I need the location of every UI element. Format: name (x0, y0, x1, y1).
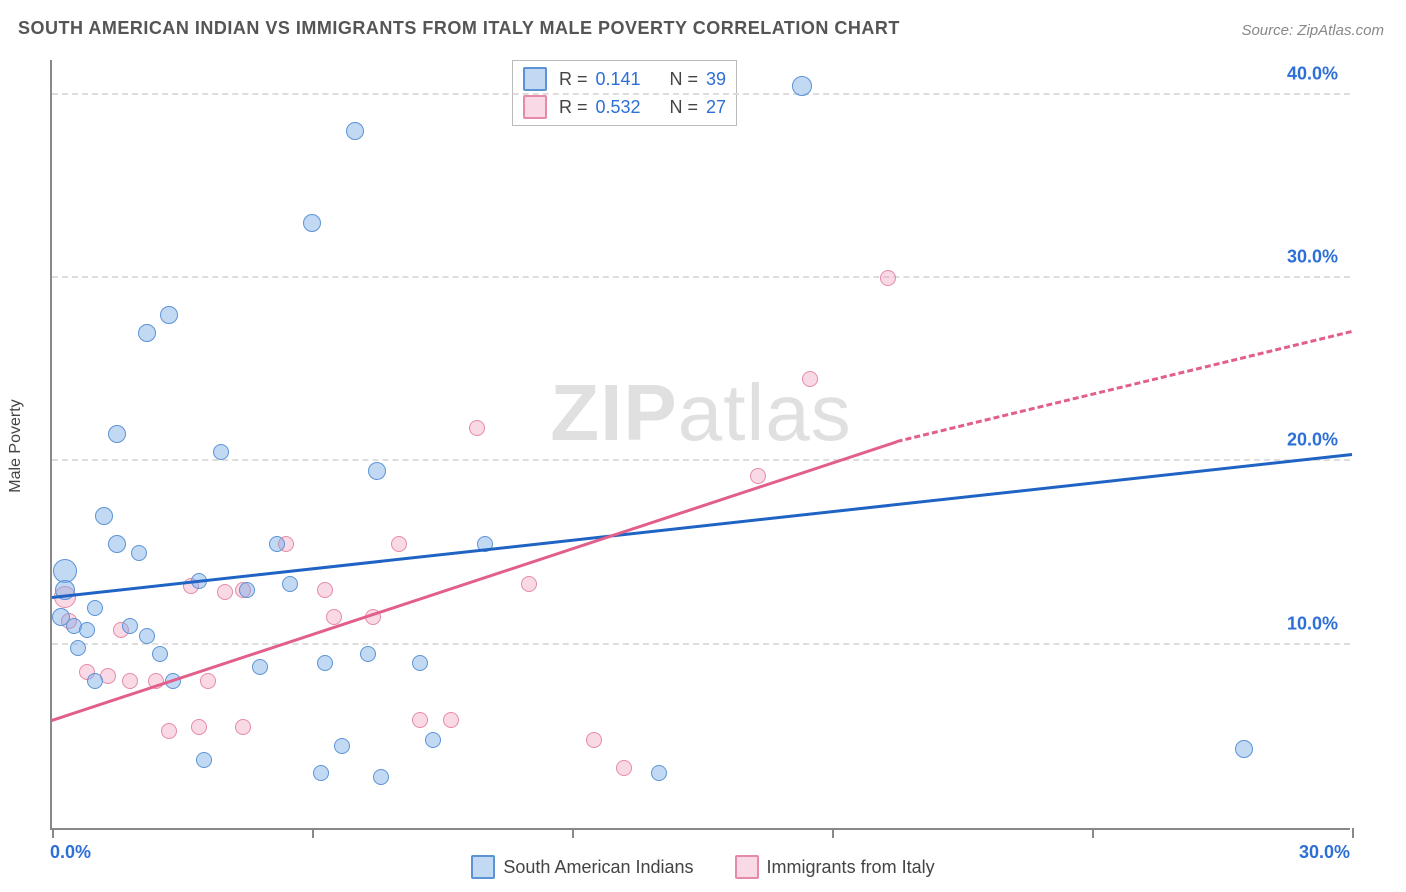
r-label: R = (559, 69, 588, 90)
gridline (52, 93, 1350, 95)
legend-item-2: Immigrants from Italy (735, 855, 935, 879)
scatter-point-blue (313, 765, 329, 781)
n-label: N = (670, 69, 699, 90)
gridline (52, 643, 1350, 645)
scatter-point-blue (317, 655, 333, 671)
n-label: N = (670, 97, 699, 118)
scatter-point-blue (138, 324, 156, 342)
scatter-point-blue (239, 582, 255, 598)
gridline (52, 276, 1350, 278)
scatter-point-pink (469, 420, 485, 436)
scatter-point-blue (139, 628, 155, 644)
scatter-point-pink (880, 270, 896, 286)
x-tick-label-min: 0.0% (50, 842, 91, 863)
legend-row-2: R = 0.532 N = 27 (523, 93, 726, 121)
scatter-point-blue (152, 646, 168, 662)
scatter-point-blue (160, 306, 178, 324)
scatter-point-blue (252, 659, 268, 675)
scatter-point-blue (95, 507, 113, 525)
scatter-point-blue (360, 646, 376, 662)
n-value-2: 27 (706, 97, 726, 118)
r-value-1: 0.141 (596, 69, 652, 90)
y-tick-label: 30.0% (1287, 247, 1338, 268)
swatch-pink-icon (735, 855, 759, 879)
series1-label: South American Indians (503, 857, 693, 878)
scatter-point-blue (303, 214, 321, 232)
scatter-point-blue (334, 738, 350, 754)
scatter-point-pink (122, 673, 138, 689)
x-tick (52, 828, 54, 838)
scatter-point-blue (373, 769, 389, 785)
chart-title: SOUTH AMERICAN INDIAN VS IMMIGRANTS FROM… (18, 18, 900, 39)
watermark-light: atlas (678, 368, 852, 457)
trend-line (52, 453, 1352, 599)
scatter-point-pink (161, 723, 177, 739)
scatter-point-pink (412, 712, 428, 728)
scatter-point-pink (521, 576, 537, 592)
scatter-point-pink (317, 582, 333, 598)
gridline (52, 459, 1350, 461)
scatter-point-blue (70, 640, 86, 656)
y-tick-label: 20.0% (1287, 430, 1338, 451)
n-value-1: 39 (706, 69, 726, 90)
scatter-point-blue (122, 618, 138, 634)
x-tick (312, 828, 314, 838)
scatter-point-blue (282, 576, 298, 592)
scatter-point-blue (87, 673, 103, 689)
chart-container: SOUTH AMERICAN INDIAN VS IMMIGRANTS FROM… (0, 0, 1406, 892)
scatter-point-blue (108, 425, 126, 443)
scatter-point-blue (1235, 740, 1253, 758)
legend-item-1: South American Indians (471, 855, 693, 879)
scatter-point-blue (368, 462, 386, 480)
scatter-point-blue (346, 122, 364, 140)
x-tick (1092, 828, 1094, 838)
legend-row-1: R = 0.141 N = 39 (523, 65, 726, 93)
scatter-point-blue (425, 732, 441, 748)
y-axis-label: Male Poverty (7, 399, 25, 492)
source-label: Source: ZipAtlas.com (1241, 22, 1384, 39)
scatter-point-blue (412, 655, 428, 671)
scatter-point-pink (326, 609, 342, 625)
x-tick (1352, 828, 1354, 838)
scatter-point-blue (196, 752, 212, 768)
scatter-point-pink (586, 732, 602, 748)
scatter-point-blue (108, 535, 126, 553)
r-label: R = (559, 97, 588, 118)
y-tick-label: 40.0% (1287, 63, 1338, 84)
scatter-point-blue (87, 600, 103, 616)
scatter-point-pink (802, 371, 818, 387)
r-value-2: 0.532 (596, 97, 652, 118)
scatter-point-pink (443, 712, 459, 728)
scatter-point-blue (131, 545, 147, 561)
scatter-point-pink (235, 719, 251, 735)
scatter-point-blue (79, 622, 95, 638)
x-tick (832, 828, 834, 838)
trend-line (51, 440, 897, 722)
scatter-point-pink (200, 673, 216, 689)
scatter-point-pink (750, 468, 766, 484)
plot-area: ZIPatlas R = 0.141 N = 39 R = 0.532 N = … (50, 60, 1350, 830)
x-tick-label-max: 30.0% (1299, 842, 1350, 863)
scatter-point-blue (269, 536, 285, 552)
scatter-point-pink (217, 584, 233, 600)
scatter-point-blue (651, 765, 667, 781)
scatter-point-pink (616, 760, 632, 776)
legend-series: South American Indians Immigrants from I… (0, 855, 1406, 884)
swatch-blue-icon (523, 67, 547, 91)
scatter-point-blue (213, 444, 229, 460)
scatter-point-pink (191, 719, 207, 735)
swatch-blue-icon (471, 855, 495, 879)
scatter-point-pink (391, 536, 407, 552)
y-tick-label: 10.0% (1287, 613, 1338, 634)
x-tick (572, 828, 574, 838)
series2-label: Immigrants from Italy (767, 857, 935, 878)
trend-line (896, 330, 1352, 443)
swatch-pink-icon (523, 95, 547, 119)
watermark-bold: ZIP (550, 368, 677, 457)
scatter-point-blue (792, 76, 812, 96)
